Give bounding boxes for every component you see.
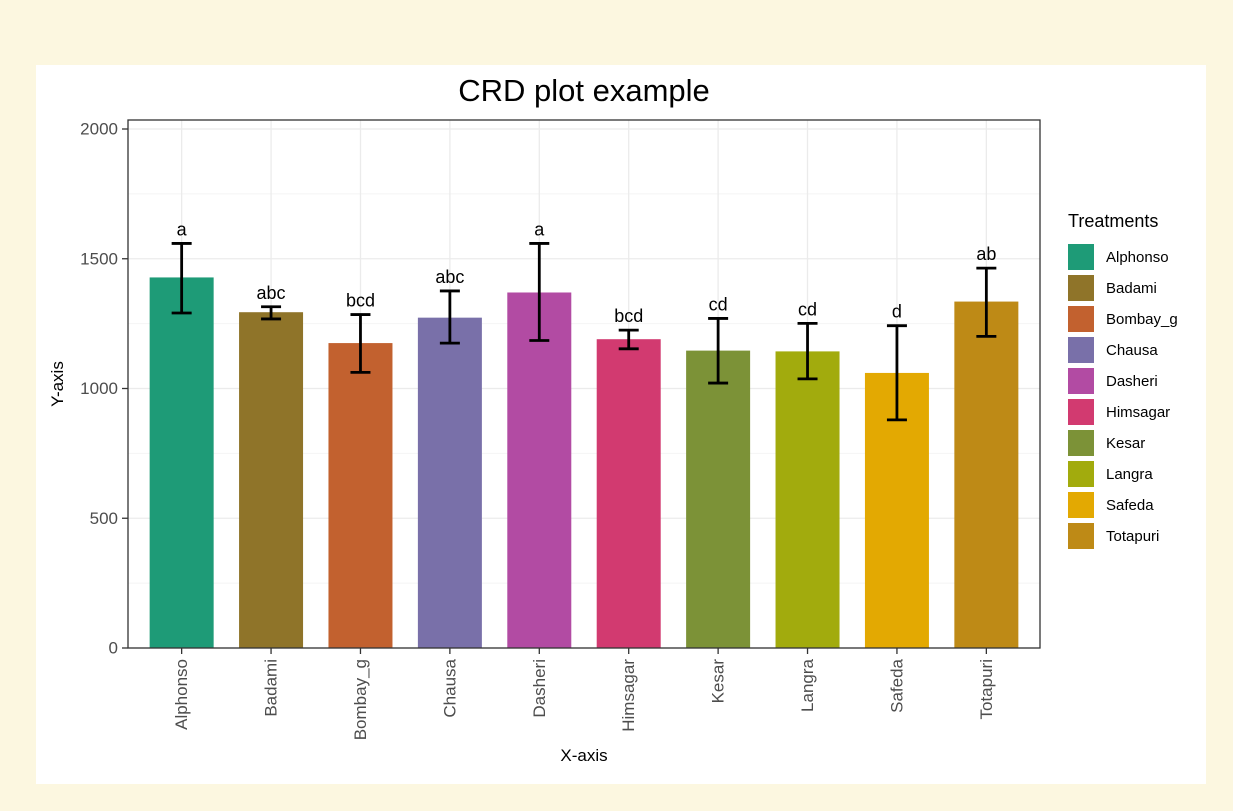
legend-item: Dasheri (1068, 368, 1178, 394)
sig-letter: ab (976, 244, 996, 264)
panel-border (127, 119, 1041, 649)
chart-title: CRD plot example (458, 73, 710, 108)
legend-item: Safeda (1068, 492, 1178, 518)
y-tick-label: 1500 (80, 249, 118, 268)
x-tick-label: Langra (798, 658, 817, 711)
y-axis-title: Y-axis (48, 361, 67, 407)
legend-item-label: Langra (1106, 465, 1153, 483)
y-tick-label: 500 (90, 509, 118, 528)
sig-letter: abc (257, 283, 286, 303)
legend-item-label: Totapuri (1106, 527, 1160, 545)
x-tick-label: Alphonso (172, 659, 191, 730)
legend-item-label: Alphonso (1106, 248, 1169, 266)
legend-swatch (1068, 523, 1094, 549)
x-tick-label: Himsagar (619, 659, 638, 732)
bar (954, 301, 1019, 648)
legend-item: Badami (1068, 275, 1178, 301)
legend-swatch (1068, 368, 1094, 394)
legend: Treatments Alphonso Badami Bombay_g Chausa D… (1068, 211, 1178, 554)
bar (239, 312, 304, 648)
legend-item-label: Badami (1106, 279, 1157, 297)
legend-item-label: Bombay_g (1106, 310, 1178, 328)
legend-swatch (1068, 430, 1094, 456)
bar (507, 292, 572, 648)
legend-item: Alphonso (1068, 244, 1178, 270)
legend-swatch (1068, 492, 1094, 518)
legend-item: Himsagar (1068, 399, 1178, 425)
sig-letter: cd (709, 294, 728, 314)
legend-swatch (1068, 306, 1094, 332)
sig-letter: abc (435, 267, 464, 287)
x-tick-label: Kesar (709, 659, 728, 704)
legend-swatch (1068, 337, 1094, 363)
bar (417, 317, 482, 648)
x-tick-label: Totapuri (977, 659, 996, 719)
sig-letter: cd (798, 299, 817, 319)
sig-letter: d (892, 302, 902, 322)
legend-item-label: Dasheri (1106, 372, 1158, 390)
bar (596, 339, 661, 648)
legend-swatch (1068, 399, 1094, 425)
y-tick-label: 2000 (80, 120, 118, 139)
legend-item-label: Himsagar (1106, 403, 1171, 421)
plot-area: a abc bcd abc a bcd cd cd d ab 0 500 1000 1500 2000 Alp… (80, 119, 1041, 740)
legend-item-label: Chausa (1106, 341, 1158, 359)
y-tick-label: 1000 (80, 379, 118, 398)
x-tick-label: Chausa (440, 658, 459, 717)
legend-swatch (1068, 244, 1094, 270)
legend-title: Treatments (1068, 211, 1159, 231)
bar (775, 351, 840, 648)
y-tick-label: 0 (109, 639, 118, 658)
sig-letter: a (534, 219, 545, 239)
x-tick-label: Bombay_g (351, 659, 370, 740)
sig-letter: bcd (346, 291, 375, 311)
legend-item-label: Kesar (1106, 434, 1146, 452)
legend-item: Kesar (1068, 430, 1178, 456)
sig-letter: bcd (614, 306, 643, 326)
x-tick-label: Dasheri (530, 659, 549, 718)
bar (328, 343, 393, 648)
legend-item-label: Safeda (1106, 496, 1154, 514)
x-axis-title: X-axis (560, 746, 608, 765)
x-tick-label: Badami (262, 659, 281, 717)
legend-item: Totapuri (1068, 523, 1178, 549)
legend-swatch (1068, 275, 1094, 301)
legend-item: Chausa (1068, 337, 1178, 363)
bar (149, 277, 214, 648)
legend-item: Langra (1068, 461, 1178, 487)
bar (686, 350, 751, 648)
legend-swatch (1068, 461, 1094, 487)
sig-letter: a (177, 219, 188, 239)
legend-items: Alphonso Badami Bombay_g Chausa Dasheri Himsa… (1068, 244, 1178, 549)
x-tick-label: Safeda (887, 658, 906, 712)
legend-item: Bombay_g (1068, 306, 1178, 332)
chart-card: a abc bcd abc a bcd cd cd d ab 0 500 1000 1500 2000 Alp… (36, 65, 1206, 784)
